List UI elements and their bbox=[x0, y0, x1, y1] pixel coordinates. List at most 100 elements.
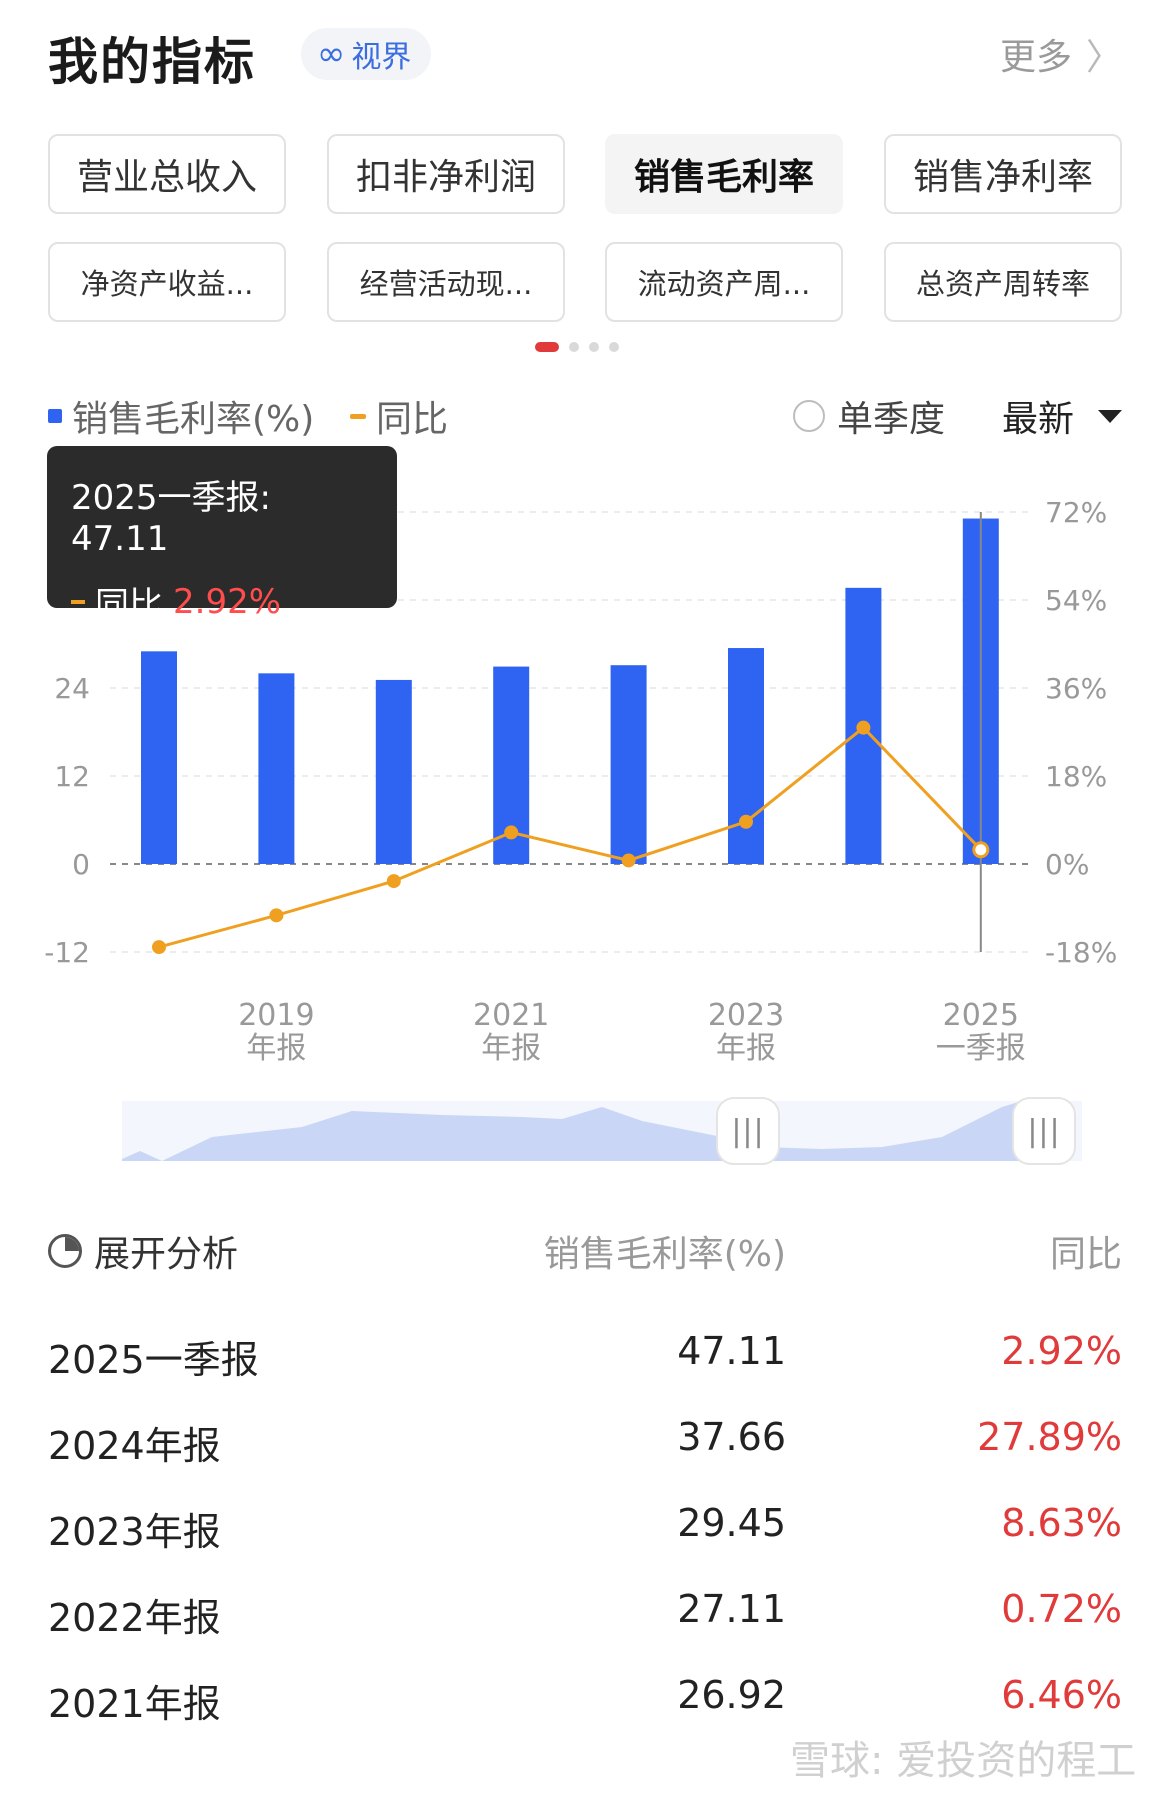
chevron-right-icon: 〉 bbox=[1085, 37, 1122, 78]
row-value: 47.11 bbox=[677, 1329, 786, 1373]
y-left-tick-label: 12 bbox=[54, 760, 90, 793]
row-yoy: 27.89% bbox=[977, 1415, 1122, 1459]
row-yoy: 6.46% bbox=[1001, 1673, 1122, 1717]
metric-button-gross-margin[interactable]: 销售毛利率 bbox=[605, 134, 843, 214]
metric-button-current-asset-turnover[interactable]: 流动资产周... bbox=[605, 242, 843, 322]
row-value: 26.92 bbox=[677, 1673, 786, 1717]
table-row[interactable]: 2025一季报 47.11 2.92% bbox=[48, 1329, 1122, 1389]
chart-legend-row: 销售毛利率(%) 同比 单季度 最新 bbox=[48, 390, 1122, 444]
chart-tooltip: 2025一季报: 47.11 同比 2.92% bbox=[47, 446, 397, 625]
y-right-tick-label: 54% bbox=[1045, 584, 1107, 617]
table-row[interactable]: 2024年报 37.66 27.89% bbox=[48, 1415, 1122, 1475]
metric-button-revenue[interactable]: 营业总收入 bbox=[48, 134, 286, 214]
bar bbox=[728, 648, 764, 864]
x-tick-label: 一季报 bbox=[936, 1031, 1026, 1066]
column-header-value: 销售毛利率(%) bbox=[543, 1234, 786, 1275]
latest-dropdown[interactable]: 最新 bbox=[1002, 390, 1122, 442]
vision-button[interactable]: ∞ 视界 bbox=[301, 28, 432, 80]
latest-label: 最新 bbox=[1001, 399, 1074, 440]
metric-button-total-asset-turnover[interactable]: 总资产周转率 bbox=[884, 242, 1122, 322]
single-quarter-toggle[interactable]: 单季度 bbox=[793, 390, 945, 442]
page-dot bbox=[609, 342, 619, 352]
legend-line-label: 同比 bbox=[376, 399, 449, 440]
y-right-tick-label: 0% bbox=[1045, 848, 1089, 881]
column-header-yoy: 同比 bbox=[1049, 1234, 1122, 1275]
row-yoy: 2.92% bbox=[1001, 1329, 1122, 1373]
yoy-point bbox=[386, 874, 401, 889]
tooltip-yoy-label: 同比 bbox=[95, 585, 163, 625]
line-legend-swatch bbox=[350, 413, 366, 419]
range-overview-area bbox=[122, 1101, 1082, 1161]
x-tick-label: 年报 bbox=[716, 1031, 776, 1066]
row-yoy: 0.72% bbox=[1001, 1587, 1122, 1631]
infinity-icon: ∞ bbox=[317, 34, 346, 74]
metric-button-net-margin[interactable]: 销售净利率 bbox=[884, 134, 1122, 214]
bar bbox=[141, 651, 177, 864]
metric-button-operating-cashflow[interactable]: 经营活动现... bbox=[327, 242, 565, 322]
pie-chart-icon bbox=[48, 1234, 82, 1268]
metric-button-net-profit-excl[interactable]: 扣非净利润 bbox=[327, 134, 565, 214]
bar bbox=[258, 673, 295, 864]
range-slider[interactable]: ||| ||| bbox=[122, 1097, 1082, 1169]
legend-line[interactable]: 同比 bbox=[350, 390, 448, 442]
expand-analysis-label: 展开分析 bbox=[94, 1234, 239, 1275]
x-tick-label: 年报 bbox=[481, 1031, 541, 1066]
yoy-line bbox=[158, 725, 982, 949]
x-tick-label: 2019 bbox=[238, 998, 314, 1033]
header: 我的指标 ∞ 视界 更多 〉 bbox=[48, 18, 1122, 91]
single-quarter-label: 单季度 bbox=[837, 399, 946, 440]
row-value: 37.66 bbox=[677, 1415, 786, 1459]
y-left-tick-label: 24 bbox=[54, 672, 90, 705]
x-tick-label: 年报 bbox=[246, 1031, 306, 1066]
row-value: 29.45 bbox=[677, 1501, 786, 1545]
bar-legend-swatch bbox=[48, 409, 62, 423]
page-dot-active bbox=[535, 342, 559, 352]
data-table: 展开分析 销售毛利率(%) 同比 2025一季报 47.11 2.92% 202… bbox=[48, 1225, 1122, 1726]
gross-margin-chart[interactable]: -120122472%54%36%18%0%-18%2019年报2021年报20… bbox=[0, 440, 1170, 1080]
x-tick-label: 2021 bbox=[473, 998, 549, 1033]
yoy-point bbox=[504, 825, 519, 840]
expand-analysis-button[interactable]: 展开分析 bbox=[48, 1225, 238, 1277]
tooltip-title: 2025一季报: 47.11 bbox=[71, 478, 271, 559]
range-handle-right[interactable]: ||| bbox=[1012, 1097, 1076, 1165]
x-tick-label: 2023 bbox=[708, 998, 784, 1033]
x-tick-label: 2025 bbox=[943, 998, 1019, 1033]
row-value: 27.11 bbox=[677, 1587, 786, 1631]
bar bbox=[375, 679, 412, 864]
bar bbox=[610, 665, 647, 864]
page-title: 我的指标 bbox=[48, 33, 256, 91]
metric-button-roe[interactable]: 净资产收益... bbox=[48, 242, 286, 322]
tooltip-line-swatch bbox=[71, 599, 85, 604]
table-header: 展开分析 销售毛利率(%) 同比 bbox=[48, 1225, 1122, 1281]
yoy-point bbox=[269, 908, 284, 923]
row-period: 2022年报 bbox=[48, 1596, 221, 1640]
y-right-tick-label: -18% bbox=[1045, 936, 1117, 969]
row-period: 2023年报 bbox=[48, 1510, 221, 1554]
yoy-point bbox=[856, 720, 871, 735]
row-yoy: 8.63% bbox=[1001, 1501, 1122, 1545]
page-dot bbox=[589, 342, 599, 352]
table-row[interactable]: 2022年报 27.11 0.72% bbox=[48, 1587, 1122, 1647]
page-dot bbox=[569, 342, 579, 352]
table-row[interactable]: 2023年报 29.45 8.63% bbox=[48, 1501, 1122, 1561]
y-right-tick-label: 36% bbox=[1045, 672, 1107, 705]
row-period: 2025一季报 bbox=[48, 1338, 259, 1382]
yoy-point bbox=[739, 814, 753, 829]
more-link[interactable]: 更多 〉 bbox=[1000, 28, 1122, 80]
tooltip-yoy: 同比 2.92% bbox=[71, 577, 373, 626]
yoy-point bbox=[152, 940, 166, 955]
tooltip-yoy-value: 2.92% bbox=[173, 581, 282, 622]
table-row[interactable]: 2021年报 26.92 6.46% bbox=[48, 1673, 1122, 1733]
y-left-tick-label: 0 bbox=[72, 848, 90, 881]
watermark: 雪球: 爱投资的程工 bbox=[790, 1738, 1137, 1784]
y-left-tick-label: -12 bbox=[44, 936, 90, 969]
page-indicator bbox=[535, 342, 619, 352]
row-period: 2021年报 bbox=[48, 1682, 221, 1726]
legend-bar[interactable]: 销售毛利率(%) bbox=[48, 390, 314, 442]
range-handle-left[interactable]: ||| bbox=[716, 1097, 780, 1165]
caret-down-icon bbox=[1098, 409, 1122, 423]
legend-bar-label: 销售毛利率(%) bbox=[72, 399, 315, 440]
row-period: 2024年报 bbox=[48, 1424, 221, 1468]
radio-icon bbox=[793, 400, 825, 432]
vision-label: 视界 bbox=[351, 40, 412, 75]
